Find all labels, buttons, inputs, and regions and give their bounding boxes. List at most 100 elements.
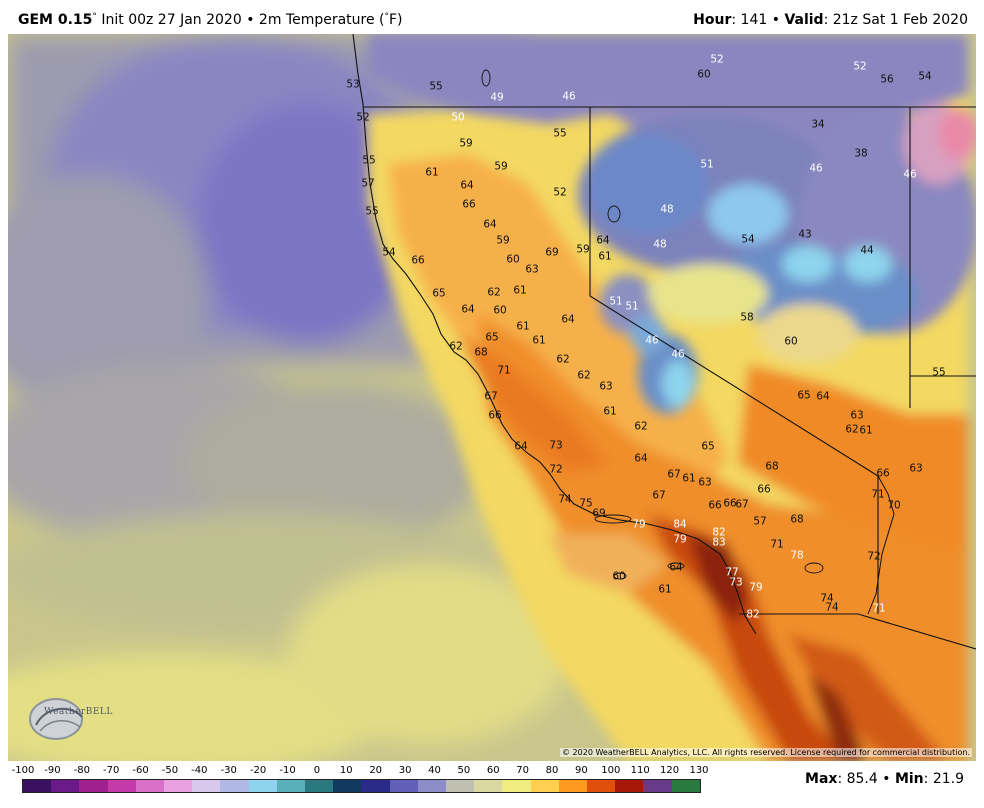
temperature-label: 71: [871, 488, 885, 501]
temperature-label: 63: [525, 263, 539, 276]
colorbar-swatch: [446, 780, 475, 792]
temperature-label: 60: [612, 570, 626, 583]
colorbar-tick-label: -40: [191, 765, 208, 776]
temperature-label: 60: [506, 253, 520, 266]
temperature-label: 82: [746, 608, 760, 621]
temperature-label: 61: [513, 284, 527, 297]
logo-wordmark: WeatherBELL: [44, 707, 113, 717]
colorbar-tick-label: -100: [11, 765, 35, 776]
temperature-label: 71: [770, 538, 784, 551]
hour-label: Hour: [693, 12, 732, 28]
temperature-label: 48: [653, 238, 667, 251]
temperature-label: 51: [625, 300, 639, 313]
colorbar-tick-label: 110: [630, 765, 650, 776]
temperature-label: 62: [577, 369, 591, 382]
colorbar-swatch: [502, 780, 531, 792]
temperature-label: 65: [701, 440, 715, 453]
colorbar-ticks: -100 -90 -80 -70 -60 -50 -40 -30 -20 -10 0 10 20 30 40…: [0, 765, 720, 779]
temperature-label: 66: [411, 254, 425, 267]
temperature-label: 64: [483, 218, 497, 231]
colorbar-swatch: [164, 780, 193, 792]
colorbar-tick-label: 10: [339, 765, 353, 776]
colorbar-tick-label: 50: [457, 765, 471, 776]
temperature-label: 67: [484, 390, 498, 403]
colorbar-swatch: [23, 780, 52, 792]
temperature-label: 68: [474, 346, 488, 359]
temperature-label: 46: [903, 168, 917, 181]
weatherbell-logo: WeatherBELL: [22, 695, 114, 743]
temperature-label: 59: [496, 234, 510, 247]
temperature-label: 84: [673, 518, 687, 531]
temperature-label: 52: [356, 111, 370, 124]
temperature-label: 65: [432, 287, 446, 300]
min-label: Min: [894, 771, 924, 787]
temperature-label: 68: [765, 460, 779, 473]
temperature-label: 63: [850, 409, 864, 422]
colorbar-swatch: [135, 780, 165, 792]
field-unit: F): [389, 12, 403, 28]
colorbar-swatch: [389, 780, 418, 792]
temperature-label: 72: [867, 550, 881, 563]
temperature-label: 66: [488, 409, 502, 422]
colorbar-swatch: [474, 780, 503, 792]
temperature-label: 49: [490, 91, 504, 104]
max-value: : 85.4: [837, 771, 878, 787]
temperature-label: 58: [740, 311, 754, 324]
temperature-label: 74: [558, 493, 572, 506]
temperature-label: 83: [712, 536, 726, 549]
colorbar-swatch: [220, 780, 249, 792]
temperature-label: 46: [809, 162, 823, 175]
temperature-label: 55: [365, 205, 379, 218]
max-label: Max: [805, 771, 838, 787]
temperature-label: 53: [346, 78, 360, 91]
temperature-label: 62: [449, 340, 463, 353]
temperature-label: 57: [753, 515, 767, 528]
colorbar-tick-label: 40: [428, 765, 441, 776]
temperature-label: 50: [451, 111, 465, 124]
temperature-label: 62: [634, 420, 648, 433]
temperature-label: 79: [673, 533, 687, 546]
temperature-label: 46: [671, 348, 685, 361]
temperature-label: 71: [872, 602, 886, 615]
colorbar-swatch: [587, 780, 616, 792]
temperature-label: 34: [811, 118, 825, 131]
temperature-label: 38: [854, 147, 868, 160]
temperature-label: 61: [682, 472, 696, 485]
temperature-label: 68: [790, 513, 804, 526]
temperature-label: 62: [487, 286, 501, 299]
temperature-label: 78: [790, 549, 804, 562]
temperature-label: 59: [494, 160, 508, 173]
temperature-label: 64: [596, 234, 610, 247]
temperature-label: 61: [516, 320, 530, 333]
colorbar-tick-label: -30: [220, 765, 237, 776]
colorbar-tick-label: -10: [279, 765, 296, 776]
temperature-label: 64: [634, 452, 648, 465]
temperature-label: 64: [514, 440, 528, 453]
separator: •: [882, 771, 891, 787]
colorbar-tick-label: 30: [398, 765, 412, 776]
temperature-label: 55: [932, 366, 946, 379]
temperature-map[interactable]: 53 55 49 46 52 60 52 56 54 52 50 55 34 59 55 61 59 51 46 38…: [8, 34, 976, 761]
colorbar-tick-label: 60: [486, 765, 500, 776]
temperature-label: 63: [698, 476, 712, 489]
max-min-readout: Max: 85.4 • Min: 21.9: [805, 771, 964, 787]
separator: •: [246, 12, 255, 28]
temperature-label: 59: [459, 137, 473, 150]
title-bar: GEM 0.15° Init 00z 27 Jan 2020 • 2m Temp…: [0, 0, 984, 34]
temperature-label: 61: [603, 405, 617, 418]
model-name: GEM 0.15: [18, 12, 93, 28]
temperature-label: 54: [918, 70, 932, 83]
field-name: 2m Temperature (: [258, 12, 385, 28]
colorbar-swatch: [276, 780, 306, 792]
colorbar-tick-label: 80: [545, 765, 559, 776]
temperature-label: 72: [549, 463, 563, 476]
colorbar-tick-label: -60: [132, 765, 149, 776]
colorbar-tick-label: -20: [249, 765, 267, 776]
temperature-label: 67: [735, 498, 749, 511]
colorbar-swatch: [248, 780, 277, 792]
temperature-label: 55: [362, 154, 376, 167]
temperature-label: 66: [708, 499, 722, 512]
colorbar-swatch: [51, 780, 80, 792]
colorbar-tick-label: 20: [369, 765, 383, 776]
temperature-label: 43: [798, 228, 812, 241]
